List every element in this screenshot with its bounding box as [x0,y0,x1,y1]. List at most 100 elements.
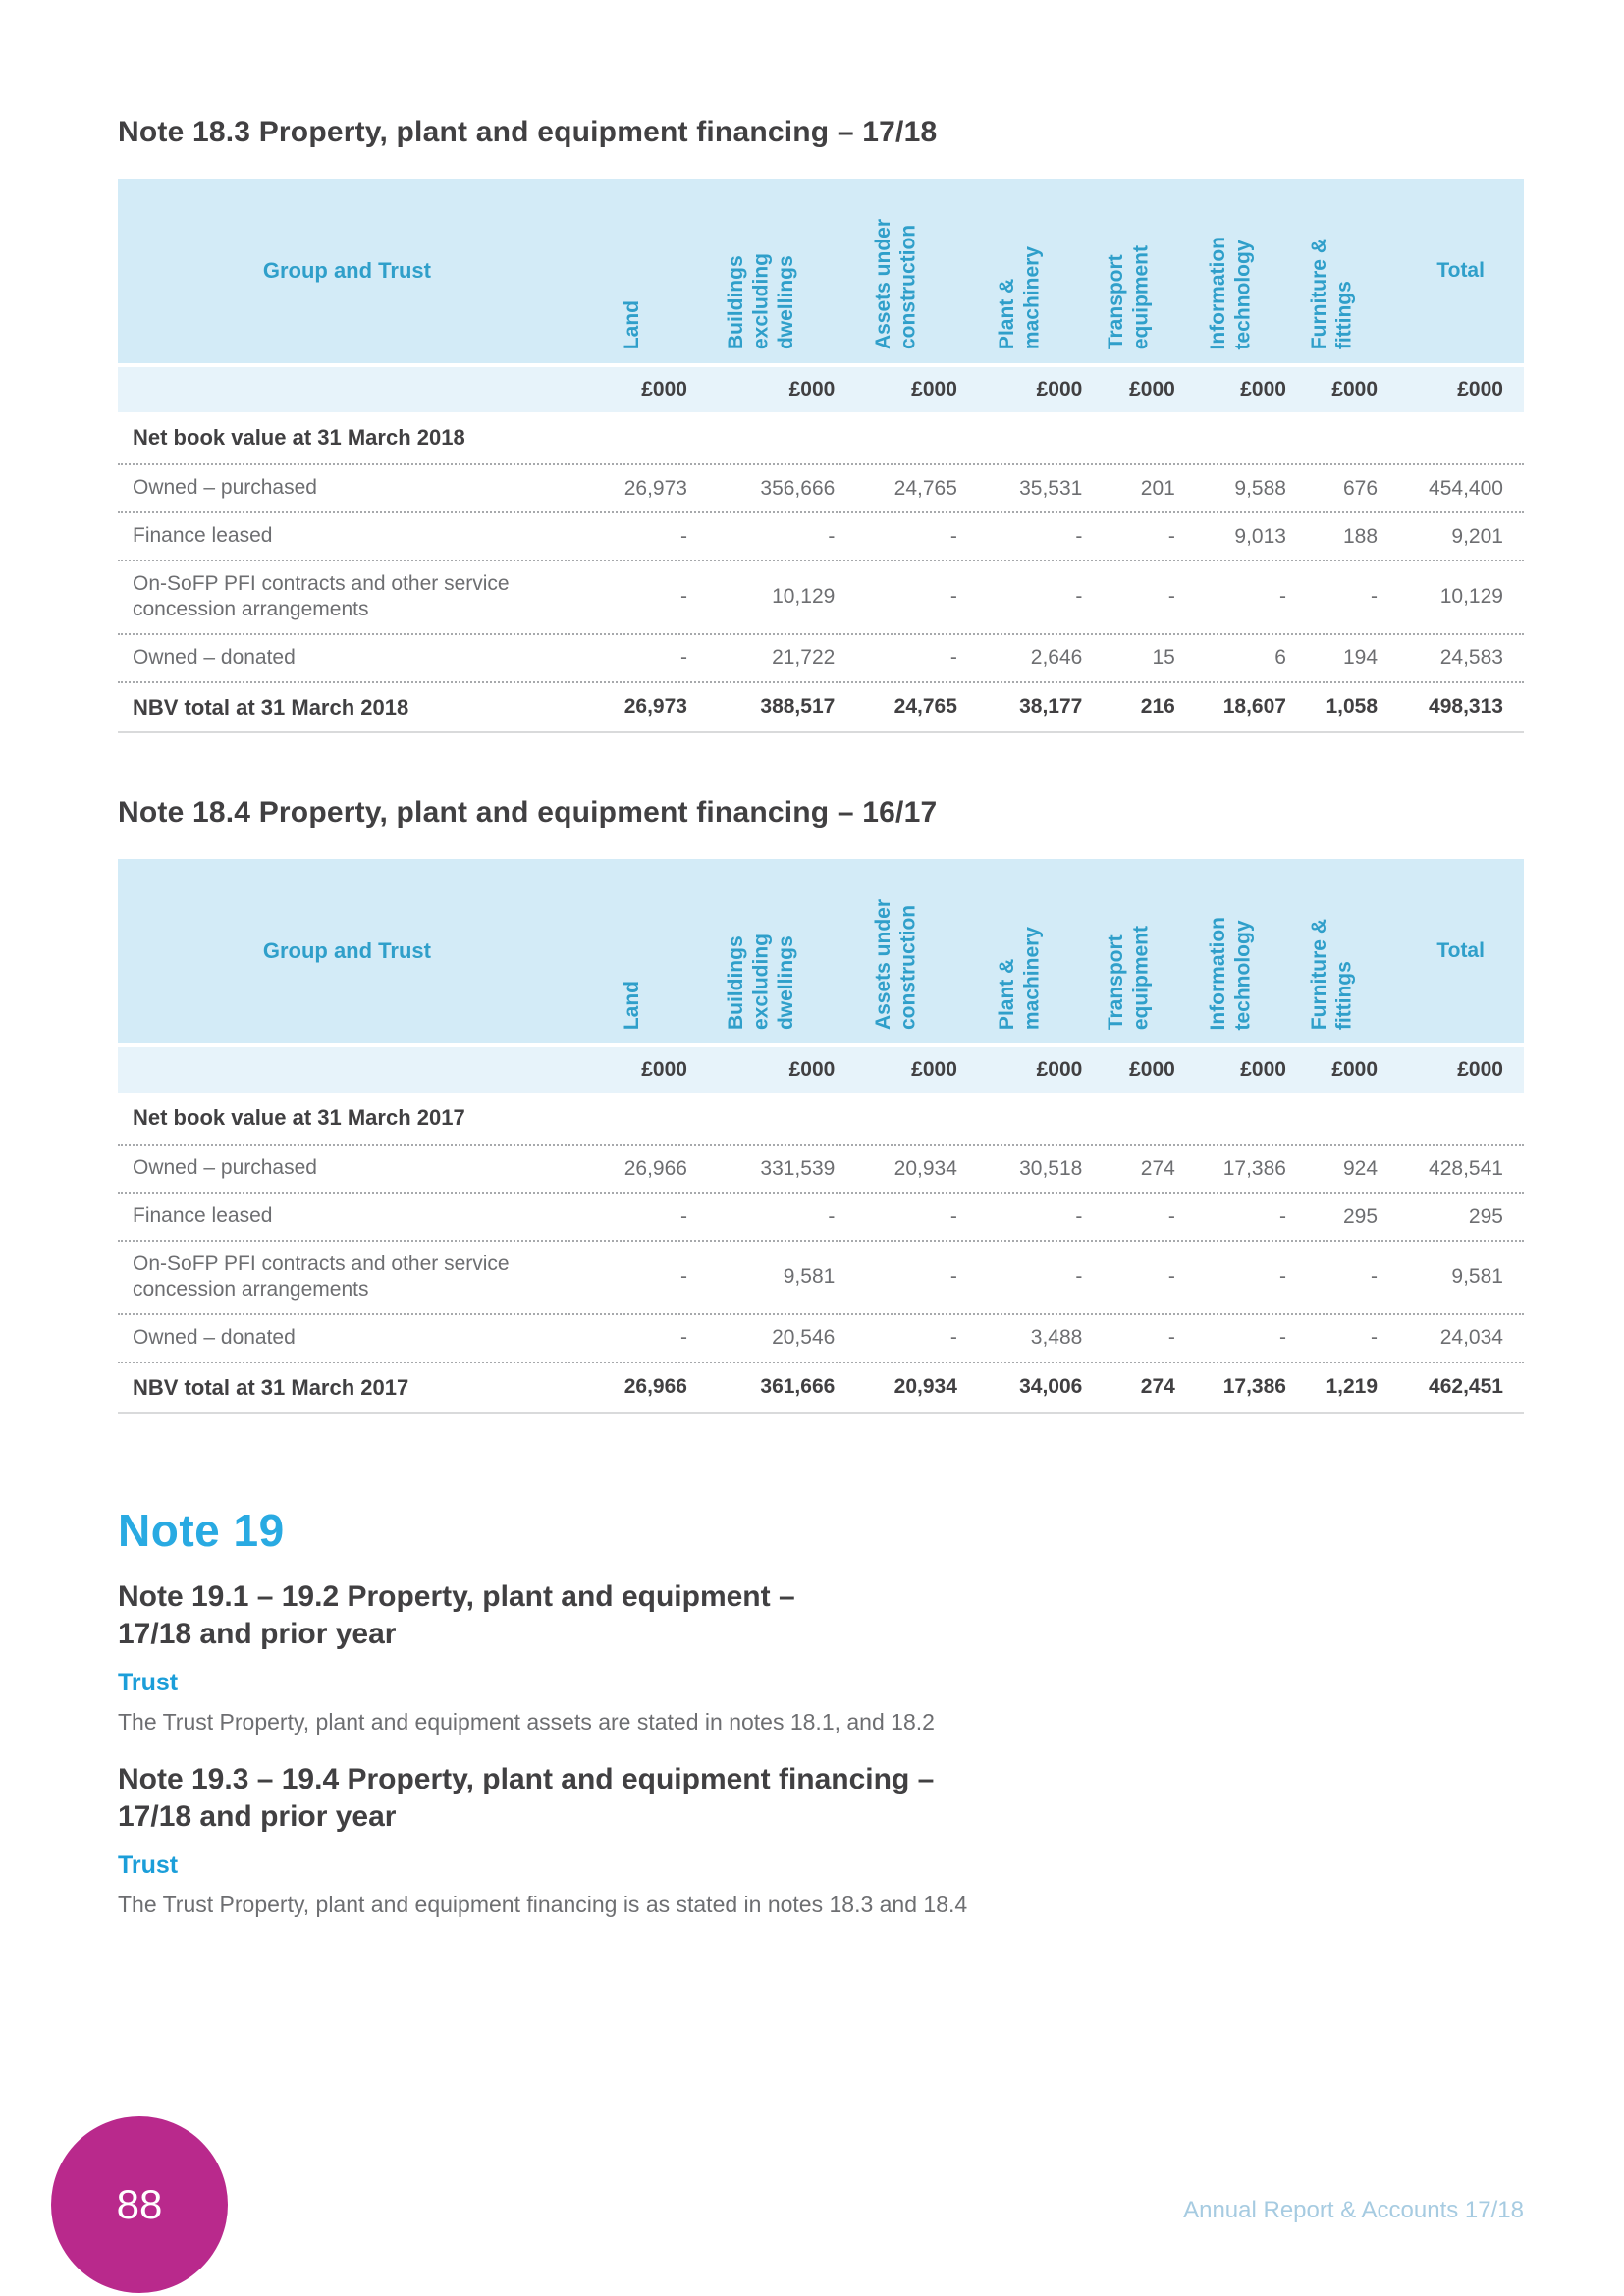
cell-value: - [1167,524,1175,548]
cell-value: 3,488 [1030,1326,1083,1349]
cell-value: 15 [1152,646,1175,668]
cell-value: - [949,1326,957,1349]
total-value: 498,313 [1429,695,1503,719]
unit-label: £000 [1457,1058,1503,1081]
row-label: Finance leased [133,524,273,548]
cell-value: 188 [1342,524,1379,548]
trust-label-1: Trust [118,1669,179,1697]
cell-value: - [1075,1265,1083,1289]
column-header-transport-equipment: Transport equipment [1082,859,1175,1043]
units-spacer [118,367,576,412]
row-label: On-SoFP PFI contracts and other service … [133,1253,510,1302]
cell-value: 10,129 [1439,585,1503,609]
cell-value: 9,581 [783,1265,836,1289]
unit-label: £000 [911,1058,957,1081]
cell-value: 295 [1342,1204,1379,1228]
cell-value: - [1278,1204,1286,1228]
table-row-owned-donated: Owned – donated - 20,546 - 3,488 - - - 24,034 [118,1312,1524,1362]
cell-value: 924 [1342,1156,1379,1180]
unit-label: £000 [1331,378,1379,400]
column-header-land: Land [576,859,687,1043]
column-header-assets-under-construction: Assets under construction [835,179,957,363]
column-header-label: Transport equipment [1104,925,1153,1030]
column-header-label: Furniture & fittings [1307,918,1356,1030]
column-header-plant-machinery: Plant & machinery [957,179,1082,363]
cell-value: 194 [1342,646,1379,668]
unit-label: £000 [911,378,957,400]
note-19-heading: Note 19 [118,1505,285,1556]
cell-value: - [1075,585,1083,609]
total-value: 1,058 [1326,695,1379,719]
cell-value: 454,400 [1429,476,1503,500]
cell-value: - [679,646,687,668]
section-label: Net book value at 31 March 2017 [133,1105,465,1130]
column-header-label: Total [1436,259,1485,282]
total-value: 462,451 [1429,1375,1503,1399]
table-header-row: Group and Trust Land Buildings excluding d… [118,179,1524,363]
corner-label: Group and Trust [262,258,431,283]
column-header-information-technology: Information technology [1175,179,1286,363]
cell-value: - [1371,585,1379,609]
cell-value: 676 [1342,476,1379,500]
cell-value: - [949,1204,957,1228]
cell-value: 9,013 [1234,524,1286,548]
total-value: 216 [1140,695,1175,719]
cell-value: 201 [1140,476,1175,500]
unit-label: £000 [788,378,836,400]
column-header-label: Land [620,299,643,349]
note-19-3-body: The Trust Property, plant and equipment … [118,1892,968,1918]
cell-value: 24,034 [1439,1326,1503,1349]
total-value: 34,006 [1019,1375,1083,1399]
column-header-label: Plant & machinery [996,245,1044,349]
cell-value: 2,646 [1030,646,1083,668]
cell-value: - [1075,1204,1083,1228]
column-header-transport-equipment: Transport equipment [1082,179,1175,363]
total-row: NBV total at 31 March 2017 26,966 361,666 2… [118,1361,1524,1414]
cell-value: - [1371,1265,1379,1289]
total-value: 17,386 [1222,1375,1286,1399]
cell-value: - [949,1265,957,1289]
total-value: 38,177 [1019,695,1083,719]
unit-label: £000 [788,1058,836,1081]
column-header-label: Buildings excluding dwellings [724,252,797,349]
column-header-label: Information technology [1206,236,1255,350]
total-value: 24,765 [893,695,957,719]
total-label: NBV total at 31 March 2018 [133,694,409,720]
total-value: 1,219 [1326,1375,1379,1399]
units-row: £000 £000 £000 £000 £000 £000 £000 £000 [118,1047,1524,1093]
note-19-1-body: The Trust Property, plant and equipment … [118,1709,935,1735]
cell-value: 20,546 [772,1326,836,1349]
column-header-information-technology: Information technology [1175,859,1286,1043]
column-header-land: Land [576,179,687,363]
cell-value: - [1075,524,1083,548]
table-header-row: Group and Trust Land Buildings excluding d… [118,859,1524,1043]
column-header-plant-machinery: Plant & machinery [957,859,1082,1043]
column-header-label: Plant & machinery [996,926,1044,1030]
cell-value: - [949,585,957,609]
row-label: Owned – purchased [133,476,317,500]
unit-label: £000 [1129,378,1175,400]
note-18-4-table: Group and Trust Land Buildings excluding d… [118,859,1524,1414]
cell-value: 24,765 [893,476,957,500]
column-header-total: Total [1378,859,1524,1043]
cell-value: 21,722 [772,646,836,668]
table-row-owned-purchased: Owned – purchased 26,966 331,539 20,934 30,5… [118,1144,1524,1192]
page-content: Note 18.3 Property, plant and equipment … [118,116,1524,1918]
total-value: 274 [1140,1375,1175,1399]
total-row: NBV total at 31 March 2018 26,973 388,517 2… [118,680,1524,733]
unit-label: £000 [1036,1058,1083,1081]
table-row-owned-donated: Owned – donated - 21,722 - 2,646 15 6 194 24,583 [118,632,1524,681]
cell-value: 356,666 [760,476,836,500]
total-value: 361,666 [760,1375,836,1399]
unit-label: £000 [1240,378,1286,400]
note-18-4-title: Note 18.4 Property, plant and equipment … [118,796,938,828]
row-label: Owned – purchased [133,1156,317,1180]
cell-value: - [1167,1204,1175,1228]
cell-value: 30,518 [1019,1156,1083,1180]
cell-value: 9,588 [1234,476,1286,500]
column-header-buildings-excluding-dwellings: Buildings excluding dwellings [687,859,835,1043]
units-row: £000 £000 £000 £000 £000 £000 £000 £000 [118,367,1524,412]
unit-label: £000 [641,378,687,400]
cell-value: 17,386 [1222,1156,1286,1180]
